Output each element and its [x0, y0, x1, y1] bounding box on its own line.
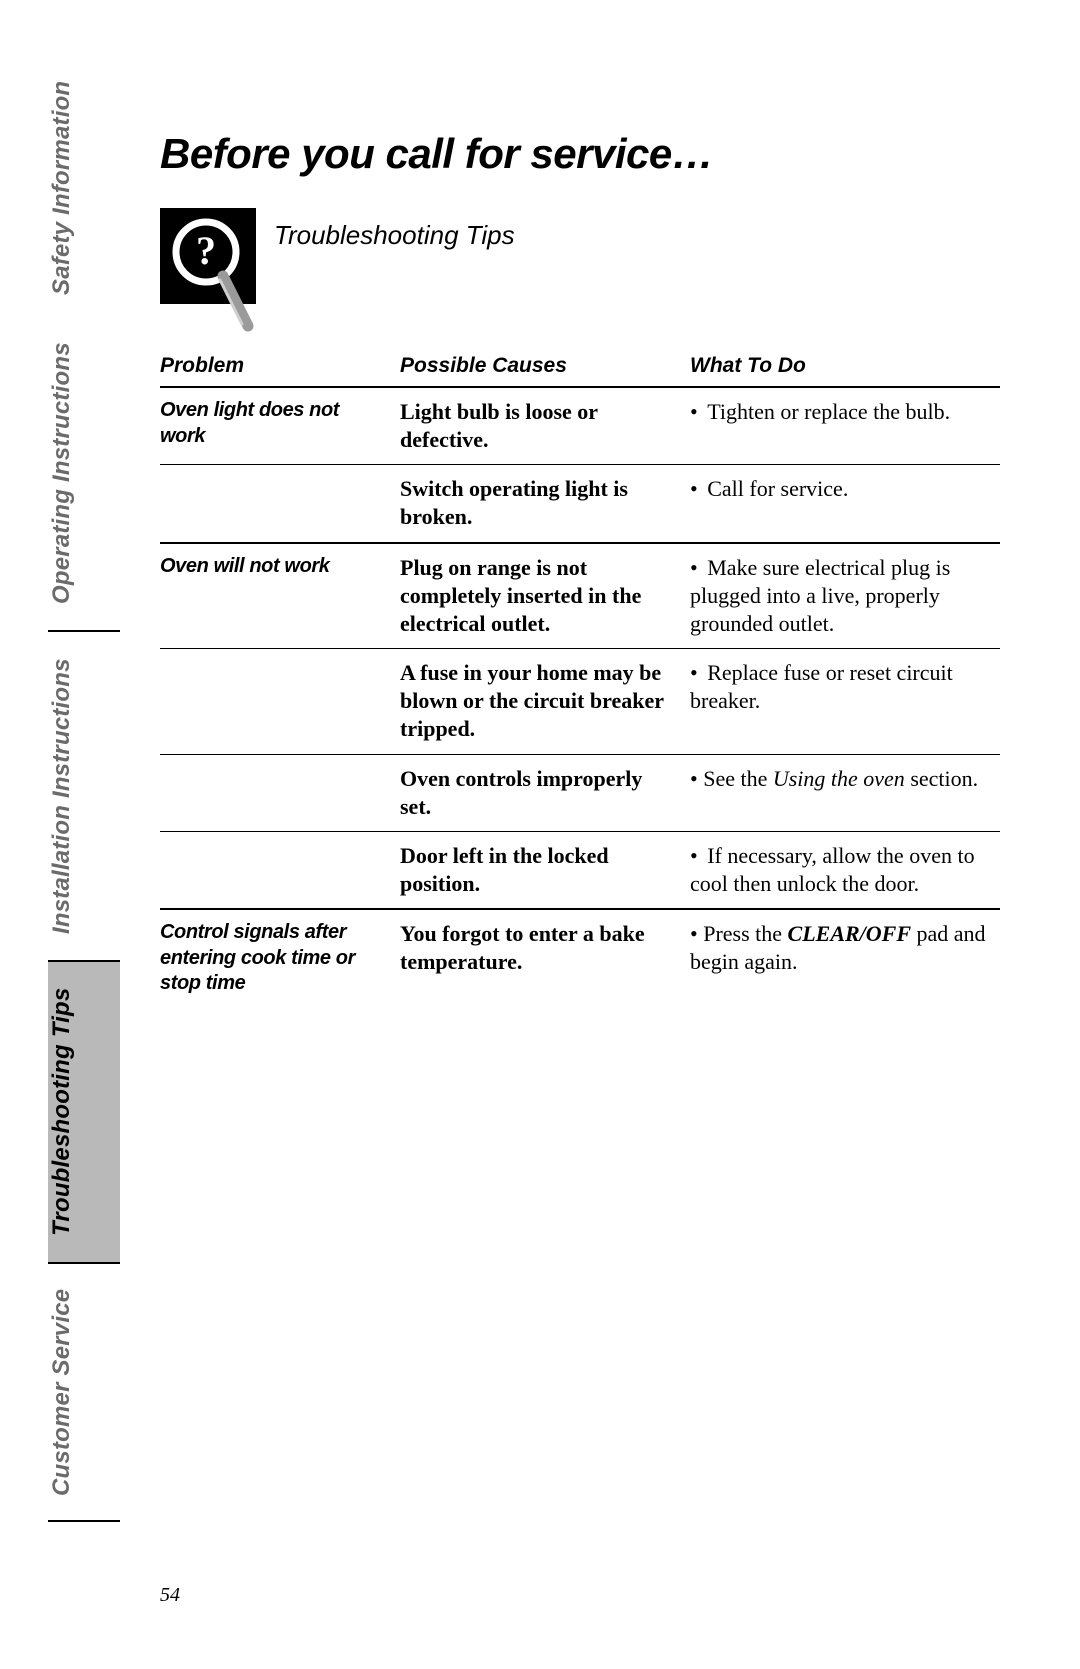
cell-action: • Replace fuse or reset circuit breaker.	[690, 659, 1000, 743]
table-row: Control signals after entering cook time…	[160, 908, 1000, 1007]
page-content: Before you call for service… ? Troublesh…	[160, 130, 1030, 1007]
tab-operating-instructions[interactable]: Operating Instructions	[48, 316, 120, 632]
table-row: Oven controls improperly set. • See the …	[160, 754, 1000, 831]
cell-problem	[160, 842, 400, 898]
cell-problem	[160, 659, 400, 743]
table-row: Oven light does not work Light bulb is l…	[160, 386, 1000, 464]
cell-cause: Light bulb is loose or defective.	[400, 398, 690, 454]
bullet-icon: •	[690, 843, 703, 868]
tab-installation-instructions[interactable]: Installation Instructions	[48, 632, 120, 962]
cell-cause: Oven controls improperly set.	[400, 765, 690, 821]
cell-action: • If necessary, allow the oven to cool t…	[690, 842, 1000, 898]
cell-action: • Press the CLEAR/OFF pad and begin agai…	[690, 920, 1000, 997]
bullet-icon: •	[690, 476, 703, 501]
cell-action: • See the Using the oven section.	[690, 765, 1000, 821]
action-text: Tighten or replace the bulb.	[707, 399, 950, 424]
table-row: A fuse in your home may be blown or the …	[160, 648, 1000, 753]
cell-problem	[160, 765, 400, 821]
page-subtitle: Troubleshooting Tips	[274, 220, 515, 251]
action-text: Replace fuse or reset circuit breaker.	[690, 660, 953, 713]
cell-problem: Control signals after entering cook time…	[160, 920, 400, 997]
question-magnifier-icon: ?	[160, 208, 256, 304]
bullet-icon: •	[690, 399, 703, 424]
col-header-cause: Possible Causes	[400, 354, 690, 378]
tab-troubleshooting-tips[interactable]: Troubleshooting Tips	[48, 962, 120, 1264]
table-header-row: Problem Possible Causes What To Do	[160, 354, 1000, 386]
page-number: 54	[160, 1584, 180, 1607]
cell-cause: A fuse in your home may be blown or the …	[400, 659, 690, 743]
cell-cause: Door left in the locked position.	[400, 842, 690, 898]
cell-problem: Oven light does not work	[160, 398, 400, 454]
page-title: Before you call for service…	[160, 130, 1030, 178]
bullet-icon: •	[690, 555, 703, 580]
cell-problem	[160, 475, 400, 531]
action-text: Call for service.	[707, 476, 848, 501]
action-text: Make sure electrical plug is plugged int…	[690, 555, 950, 636]
table-row: Door left in the locked position. • If n…	[160, 831, 1000, 908]
cell-cause: You forgot to enter a bake temperature.	[400, 920, 690, 997]
col-header-action: What To Do	[690, 354, 1000, 378]
manual-page: Safety Information Operating Instruction…	[0, 0, 1080, 1669]
tab-safety-information[interactable]: Safety Information	[48, 60, 120, 316]
subtitle-row: ? Troubleshooting Tips	[160, 208, 1030, 304]
cell-action: • Tighten or replace the bulb.	[690, 398, 1000, 454]
troubleshooting-table: Problem Possible Causes What To Do Oven …	[160, 354, 1000, 1007]
cell-action: • Call for service.	[690, 475, 1000, 531]
svg-text:?: ?	[196, 228, 216, 273]
cell-problem: Oven will not work	[160, 554, 400, 638]
cell-cause: Plug on range is not completely inserted…	[400, 554, 690, 638]
action-text: If necessary, allow the oven to cool the…	[690, 843, 975, 896]
cell-cause: Switch operating light is broken.	[400, 475, 690, 531]
bullet-icon: •	[690, 660, 703, 685]
table-row: Oven will not work Plug on range is not …	[160, 542, 1000, 648]
section-tabs: Safety Information Operating Instruction…	[48, 60, 120, 1590]
table-row: Switch operating light is broken. • Call…	[160, 464, 1000, 541]
cell-action: • Make sure electrical plug is plugged i…	[690, 554, 1000, 638]
col-header-problem: Problem	[160, 354, 400, 378]
tab-customer-service[interactable]: Customer Service	[48, 1264, 120, 1522]
